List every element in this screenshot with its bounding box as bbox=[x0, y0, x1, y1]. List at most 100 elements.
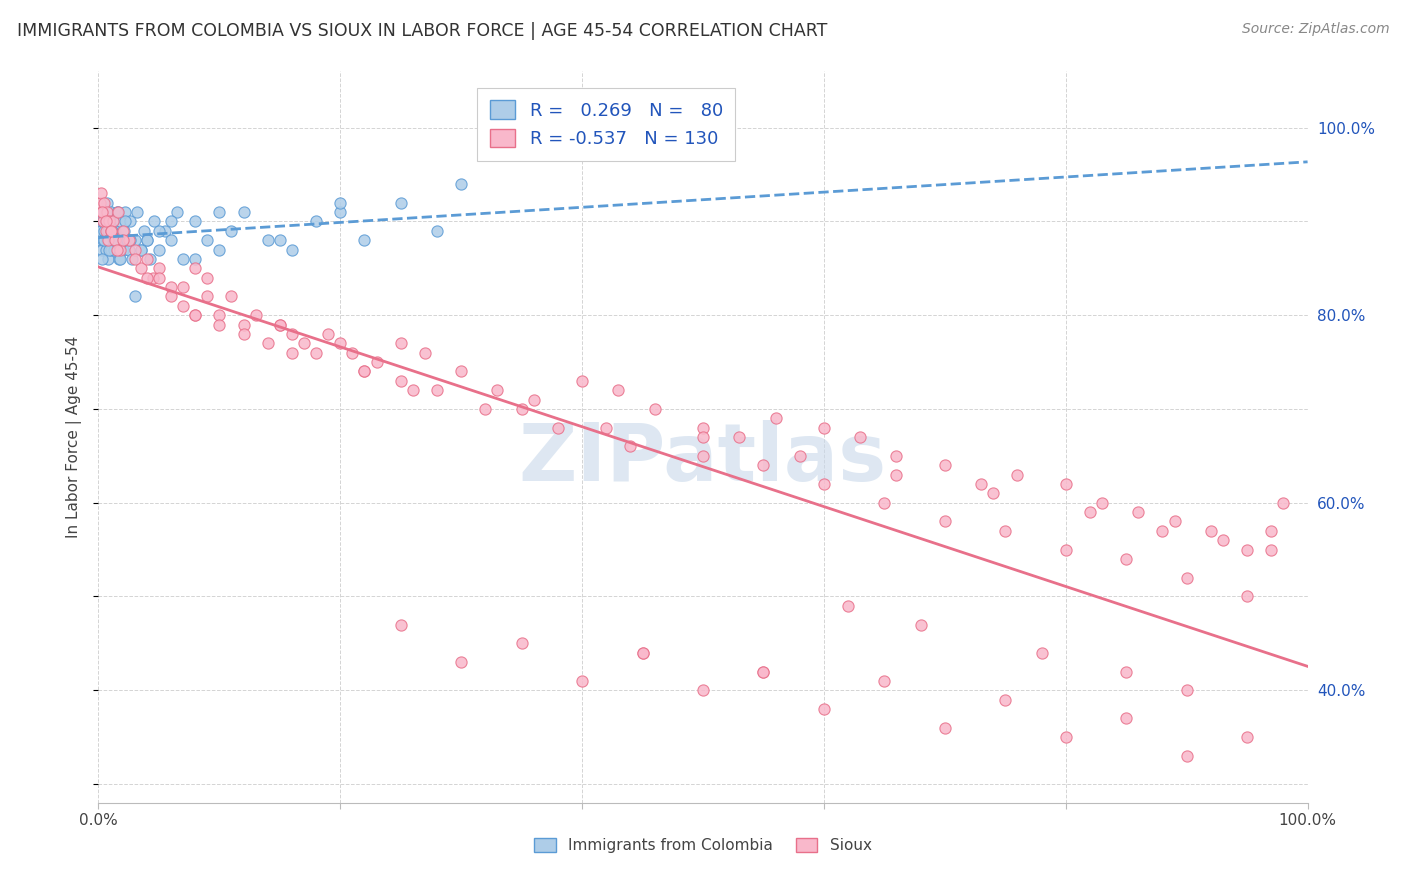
Point bbox=[1236, 730, 1258, 744]
Point bbox=[96, 205, 118, 219]
Point bbox=[1115, 711, 1137, 725]
Point bbox=[111, 243, 134, 257]
Point bbox=[450, 655, 472, 669]
Point bbox=[91, 205, 114, 219]
Point bbox=[160, 280, 183, 294]
Point bbox=[129, 243, 152, 257]
Point bbox=[100, 224, 122, 238]
Point bbox=[118, 214, 141, 228]
Point bbox=[93, 205, 115, 219]
Point bbox=[329, 205, 352, 219]
Legend: Immigrants from Colombia, Sioux: Immigrants from Colombia, Sioux bbox=[527, 830, 879, 861]
Point bbox=[813, 420, 835, 434]
Point bbox=[134, 224, 156, 238]
Point bbox=[112, 224, 135, 238]
Point bbox=[117, 233, 139, 247]
Point bbox=[1175, 571, 1198, 585]
Point bbox=[1054, 730, 1077, 744]
Point bbox=[172, 299, 194, 313]
Point bbox=[934, 721, 956, 735]
Text: IMMIGRANTS FROM COLOMBIA VS SIOUX IN LABOR FORCE | AGE 45-54 CORRELATION CHART: IMMIGRANTS FROM COLOMBIA VS SIOUX IN LAB… bbox=[17, 22, 827, 40]
Point bbox=[353, 364, 375, 378]
Point bbox=[124, 252, 146, 266]
Point bbox=[160, 289, 183, 303]
Point bbox=[765, 411, 787, 425]
Point bbox=[90, 224, 112, 238]
Point bbox=[142, 270, 165, 285]
Point bbox=[837, 599, 859, 613]
Point bbox=[232, 205, 254, 219]
Point bbox=[1272, 496, 1295, 510]
Point bbox=[269, 318, 291, 332]
Point bbox=[97, 233, 120, 247]
Point bbox=[118, 233, 141, 247]
Point bbox=[692, 420, 714, 434]
Point bbox=[91, 233, 114, 247]
Point bbox=[96, 233, 118, 247]
Point bbox=[111, 224, 134, 238]
Point bbox=[124, 243, 146, 257]
Point bbox=[98, 243, 121, 257]
Point bbox=[118, 243, 141, 257]
Point bbox=[97, 252, 120, 266]
Point bbox=[389, 374, 412, 388]
Point bbox=[873, 496, 896, 510]
Point bbox=[450, 177, 472, 191]
Point bbox=[269, 318, 291, 332]
Point bbox=[994, 524, 1017, 538]
Point bbox=[111, 233, 134, 247]
Point bbox=[1199, 524, 1222, 538]
Point bbox=[160, 214, 183, 228]
Point bbox=[104, 233, 127, 247]
Point bbox=[100, 205, 122, 219]
Point bbox=[127, 205, 149, 219]
Point bbox=[91, 214, 114, 228]
Point bbox=[1163, 515, 1185, 529]
Point bbox=[1078, 505, 1101, 519]
Point bbox=[221, 224, 243, 238]
Point bbox=[1115, 552, 1137, 566]
Point bbox=[1152, 524, 1174, 538]
Text: ZIPatlas: ZIPatlas bbox=[519, 420, 887, 498]
Point bbox=[886, 449, 908, 463]
Point bbox=[129, 243, 152, 257]
Point bbox=[389, 195, 412, 210]
Point bbox=[232, 326, 254, 341]
Point bbox=[172, 280, 194, 294]
Point bbox=[93, 224, 115, 238]
Point bbox=[281, 345, 304, 359]
Point bbox=[849, 430, 872, 444]
Point bbox=[752, 665, 775, 679]
Point bbox=[91, 214, 114, 228]
Point bbox=[100, 224, 122, 238]
Point bbox=[1031, 646, 1053, 660]
Point bbox=[114, 214, 136, 228]
Point bbox=[94, 243, 117, 257]
Point bbox=[98, 233, 121, 247]
Point bbox=[316, 326, 339, 341]
Point bbox=[389, 336, 412, 351]
Point bbox=[110, 233, 132, 247]
Point bbox=[108, 243, 131, 257]
Point bbox=[450, 364, 472, 378]
Point bbox=[607, 383, 630, 397]
Point bbox=[184, 252, 207, 266]
Point bbox=[104, 224, 127, 238]
Point bbox=[94, 214, 117, 228]
Point bbox=[305, 214, 328, 228]
Point bbox=[402, 383, 425, 397]
Point bbox=[166, 205, 188, 219]
Point bbox=[752, 458, 775, 473]
Point bbox=[813, 702, 835, 716]
Point bbox=[103, 243, 125, 257]
Point bbox=[108, 214, 131, 228]
Point bbox=[135, 233, 157, 247]
Point bbox=[413, 345, 436, 359]
Point bbox=[1054, 477, 1077, 491]
Point bbox=[474, 401, 496, 416]
Point bbox=[195, 233, 218, 247]
Point bbox=[1128, 505, 1150, 519]
Point bbox=[98, 214, 121, 228]
Point bbox=[208, 308, 231, 322]
Point bbox=[101, 233, 124, 247]
